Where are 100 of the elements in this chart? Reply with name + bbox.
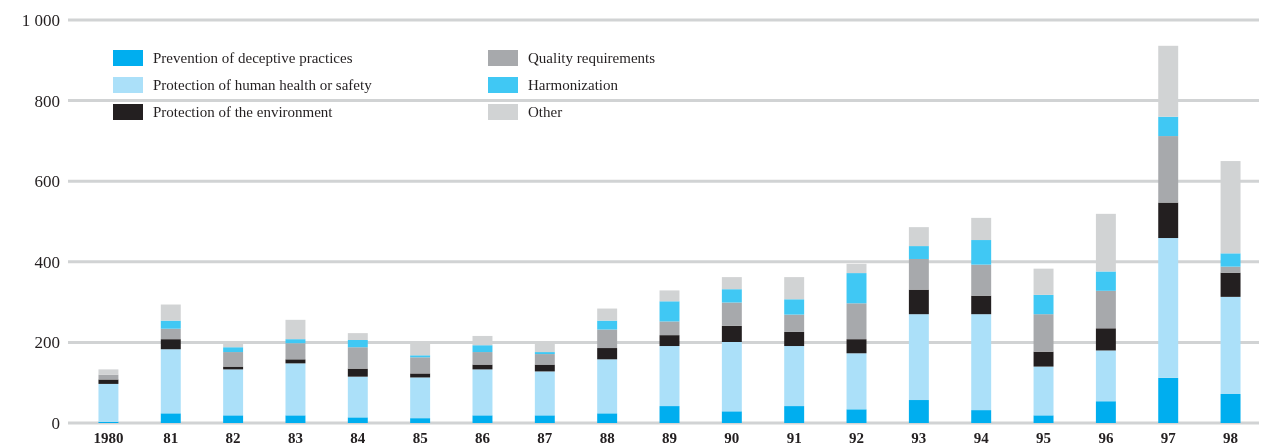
bar bbox=[597, 359, 618, 414]
bar bbox=[1095, 271, 1116, 291]
bar bbox=[1220, 266, 1241, 273]
bar bbox=[285, 359, 306, 364]
bar bbox=[1033, 314, 1054, 352]
y-tick-label: 0 bbox=[51, 413, 60, 433]
bar bbox=[1095, 328, 1116, 351]
legend-label: Other bbox=[528, 104, 563, 121]
bar bbox=[98, 379, 119, 384]
bar bbox=[1033, 351, 1054, 367]
bar bbox=[285, 363, 306, 416]
bar bbox=[223, 347, 244, 353]
bar bbox=[1158, 202, 1179, 239]
bar bbox=[223, 415, 244, 423]
x-tick-label: 91 bbox=[786, 430, 802, 445]
y-tick-label: 800 bbox=[34, 91, 60, 111]
bar bbox=[347, 368, 368, 377]
bar bbox=[1158, 238, 1179, 378]
bar bbox=[160, 339, 181, 350]
x-tick-label: 93 bbox=[911, 430, 927, 445]
x-tick-label: 95 bbox=[1036, 430, 1052, 445]
bar bbox=[1220, 253, 1241, 267]
x-tick-label: 90 bbox=[724, 430, 740, 445]
bar bbox=[597, 308, 618, 321]
y-tick-label: 600 bbox=[34, 172, 60, 192]
bar bbox=[472, 352, 493, 365]
bar bbox=[784, 314, 805, 332]
bar bbox=[1095, 350, 1116, 402]
bar bbox=[1033, 294, 1054, 315]
bar bbox=[784, 299, 805, 315]
bar bbox=[347, 339, 368, 348]
bar bbox=[1095, 290, 1116, 329]
bar bbox=[784, 277, 805, 300]
bar bbox=[908, 227, 929, 247]
x-tick-label: 88 bbox=[599, 430, 615, 445]
bar bbox=[347, 347, 368, 369]
bar bbox=[784, 331, 805, 347]
legend-label: Protection of the environment bbox=[153, 104, 334, 121]
x-tick-label: 1980 bbox=[93, 430, 124, 445]
bar bbox=[721, 289, 742, 303]
bar bbox=[659, 301, 680, 322]
bar bbox=[223, 369, 244, 416]
bar bbox=[1158, 116, 1179, 137]
bar bbox=[534, 354, 555, 365]
bar bbox=[659, 290, 680, 302]
bar bbox=[846, 273, 867, 304]
x-tick-label: 85 bbox=[412, 430, 428, 445]
bar bbox=[597, 320, 618, 330]
x-tick-label: 89 bbox=[662, 430, 677, 445]
bar bbox=[659, 346, 680, 407]
bar bbox=[1033, 268, 1054, 295]
bar bbox=[721, 277, 742, 290]
bar bbox=[971, 410, 992, 423]
bar bbox=[347, 417, 368, 423]
bar bbox=[534, 415, 555, 423]
bar bbox=[659, 335, 680, 347]
bar bbox=[347, 376, 368, 418]
y-tick-label: 400 bbox=[34, 252, 60, 272]
bar bbox=[846, 339, 867, 354]
bar bbox=[160, 328, 181, 340]
bar bbox=[285, 339, 306, 344]
bar bbox=[285, 319, 306, 340]
x-tick-label: 82 bbox=[225, 430, 241, 445]
bar bbox=[410, 418, 431, 423]
bar bbox=[846, 353, 867, 410]
bar bbox=[721, 302, 742, 326]
bar bbox=[971, 314, 992, 411]
bar bbox=[908, 314, 929, 401]
x-tick-label: 86 bbox=[474, 430, 491, 445]
legend-label: Prevention of deceptive practices bbox=[153, 50, 353, 67]
bar bbox=[846, 303, 867, 340]
bar bbox=[597, 413, 618, 423]
x-tick-label: 84 bbox=[350, 430, 366, 445]
x-tick-label: 96 bbox=[1098, 430, 1114, 445]
bar bbox=[721, 325, 742, 342]
legend-label: Quality requirements bbox=[528, 50, 656, 67]
bar bbox=[659, 406, 680, 423]
bar bbox=[971, 217, 992, 241]
bar bbox=[160, 304, 181, 321]
bar bbox=[971, 240, 992, 265]
bar bbox=[1220, 296, 1241, 394]
bar bbox=[534, 371, 555, 416]
bar bbox=[1220, 393, 1241, 423]
bar bbox=[410, 373, 431, 378]
bar bbox=[1158, 377, 1179, 423]
bar bbox=[410, 377, 431, 419]
bar bbox=[784, 406, 805, 423]
legend-label: Harmonization bbox=[528, 77, 619, 94]
bar bbox=[908, 289, 929, 315]
bar bbox=[160, 349, 181, 414]
bar bbox=[347, 333, 368, 340]
y-tick-label: 200 bbox=[34, 333, 60, 353]
bar bbox=[784, 346, 805, 407]
bar bbox=[908, 258, 929, 290]
bar bbox=[908, 246, 929, 259]
x-tick-label: 87 bbox=[537, 430, 553, 445]
bar bbox=[597, 348, 618, 360]
bar bbox=[472, 415, 493, 423]
x-tick-label: 97 bbox=[1160, 430, 1177, 445]
bar bbox=[285, 343, 306, 360]
